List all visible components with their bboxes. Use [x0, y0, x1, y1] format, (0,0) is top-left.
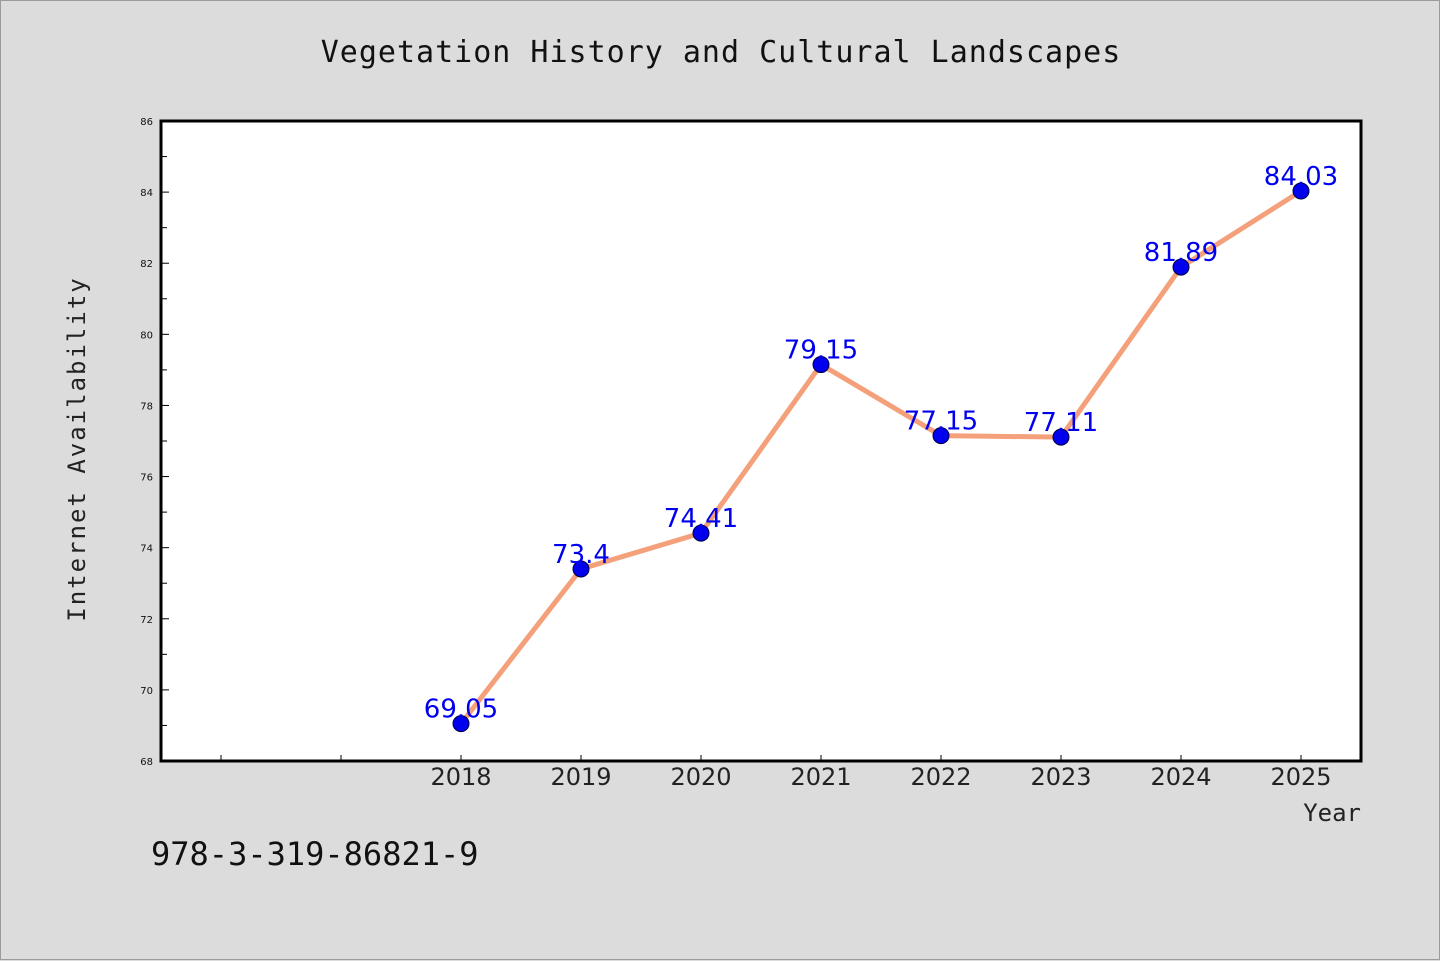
x-tick-label: 2022 — [910, 763, 971, 791]
x-tick-label: 2025 — [1270, 763, 1331, 791]
y-tick-label: 68 — [140, 757, 153, 768]
series-line — [458, 188, 1304, 727]
data-point — [932, 427, 950, 445]
data-point — [572, 560, 590, 578]
y-tick-label: 72 — [140, 615, 153, 626]
data-label: 77.11 — [1024, 408, 1098, 438]
y-tick-label: 82 — [140, 259, 153, 270]
x-tick-label: 2021 — [790, 763, 851, 791]
y-tick-label: 70 — [140, 686, 153, 697]
x-tick-label: 2018 — [430, 763, 491, 791]
data-point — [452, 715, 470, 733]
x-axis-label: Year — [1303, 799, 1361, 827]
data-point — [1292, 182, 1310, 200]
data-label: 77.15 — [904, 407, 978, 437]
data-label: 74.41 — [664, 504, 738, 534]
x-tick-label: 2019 — [550, 763, 611, 791]
y-tick-label: 78 — [140, 401, 153, 412]
data-label: 84.03 — [1264, 162, 1338, 192]
plot-area — [159, 119, 1363, 763]
chart-title: Vegetation History and Cultural Landscap… — [320, 35, 1122, 70]
x-tick-label: 2024 — [1150, 763, 1211, 791]
data-label: 73.4 — [552, 540, 610, 570]
data-point — [1172, 258, 1190, 276]
x-tick-label: 2020 — [670, 763, 731, 791]
y-tick-label: 76 — [140, 473, 153, 484]
isbn-text: 978-3-319-86821-9 — [151, 835, 479, 873]
y-tick-label: 74 — [140, 544, 153, 555]
data-label: 79.15 — [784, 336, 858, 366]
y-tick-label: 80 — [140, 330, 153, 341]
x-tick-label: 2023 — [1030, 763, 1091, 791]
y-tick-label: 84 — [140, 188, 153, 199]
data-label: 81.89 — [1144, 238, 1218, 268]
data-point — [692, 524, 710, 542]
data-point — [1052, 428, 1070, 446]
data-point — [812, 356, 830, 374]
data-label: 69.05 — [424, 695, 498, 725]
y-tick-label: 86 — [140, 117, 153, 128]
